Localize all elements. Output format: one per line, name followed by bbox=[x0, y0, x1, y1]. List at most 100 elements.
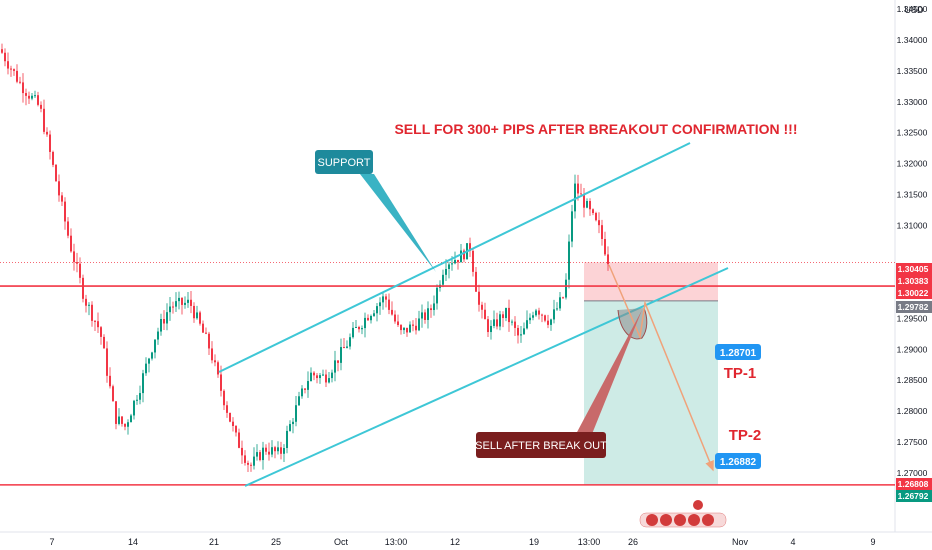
candle-body bbox=[157, 331, 159, 340]
candle-body bbox=[361, 328, 363, 330]
support-callout-box[interactable] bbox=[315, 150, 373, 174]
candle-body bbox=[223, 390, 225, 406]
candle-body bbox=[490, 325, 492, 333]
candle-body bbox=[274, 447, 276, 452]
candle-body bbox=[259, 452, 261, 461]
candle-body bbox=[283, 448, 285, 454]
candle-body bbox=[559, 297, 561, 309]
candle-body bbox=[91, 304, 93, 321]
candle-body bbox=[253, 456, 255, 466]
candle-body bbox=[235, 425, 237, 433]
candle-body bbox=[307, 381, 309, 390]
candle-body bbox=[397, 321, 399, 326]
headline-annotation[interactable]: SELL FOR 300+ PIPS AFTER BREAKOUT CONFIR… bbox=[394, 121, 797, 137]
candle-body bbox=[211, 348, 213, 361]
candle-body bbox=[481, 304, 483, 310]
candle-body bbox=[409, 324, 411, 333]
candle-body bbox=[514, 321, 516, 328]
candle-body bbox=[250, 464, 252, 466]
candle-body bbox=[145, 363, 147, 374]
time-tick-label: 19 bbox=[529, 537, 539, 547]
candle-body bbox=[577, 183, 579, 194]
price-tick-label: 1.29000 bbox=[897, 344, 928, 354]
event-markers[interactable] bbox=[639, 500, 727, 528]
candle-body bbox=[373, 313, 375, 316]
sell-callout-box[interactable] bbox=[476, 432, 606, 458]
candle-body bbox=[124, 423, 126, 427]
candle-body bbox=[130, 415, 132, 423]
candle-body bbox=[172, 306, 174, 308]
price-badges: 1.30405 1.30383 1.30022 1.29782 1.26808 1.267… bbox=[896, 263, 932, 502]
candle-body bbox=[343, 347, 345, 349]
candle-body bbox=[484, 309, 486, 320]
candle-body bbox=[520, 334, 522, 336]
candle-body bbox=[340, 347, 342, 363]
candle-body bbox=[505, 307, 507, 319]
candle-body bbox=[511, 321, 513, 323]
candle-body bbox=[184, 302, 186, 305]
candle-body bbox=[376, 306, 378, 314]
candle-body bbox=[76, 262, 78, 264]
candle-body bbox=[286, 430, 288, 449]
candle-body bbox=[112, 386, 114, 402]
candle-body bbox=[220, 374, 222, 391]
candle-body bbox=[58, 181, 60, 196]
channel-lower-line[interactable] bbox=[244, 267, 729, 487]
candle-body bbox=[565, 279, 567, 298]
horizontal-levels bbox=[0, 285, 895, 486]
candle-body bbox=[61, 195, 63, 202]
price-tick-label: 1.32000 bbox=[897, 159, 928, 169]
candle-body bbox=[370, 315, 372, 321]
price-tick-label: 1.32500 bbox=[897, 128, 928, 138]
price-badge-label: 1.26792 bbox=[898, 491, 929, 501]
candle-body bbox=[121, 416, 123, 424]
candle-body bbox=[448, 264, 450, 269]
tp2-price-label: 1.26882 bbox=[720, 457, 757, 468]
candle-body bbox=[115, 401, 117, 424]
candle-body bbox=[100, 327, 102, 337]
candle-body bbox=[394, 314, 396, 322]
tp2-price-badge[interactable] bbox=[715, 453, 761, 469]
candle-body bbox=[595, 213, 597, 221]
plot-area[interactable] bbox=[0, 0, 895, 532]
candle-body bbox=[79, 263, 81, 278]
candle-body bbox=[553, 309, 555, 320]
tp1-price-badge[interactable] bbox=[715, 344, 761, 360]
time-tick-label: 25 bbox=[271, 537, 281, 547]
price-tick-label: 1.33500 bbox=[897, 66, 928, 76]
candle-body bbox=[301, 388, 303, 397]
flag-icon bbox=[660, 514, 672, 526]
time-tick-label: 14 bbox=[128, 537, 138, 547]
candle-body bbox=[379, 302, 381, 307]
candle-body bbox=[580, 193, 582, 195]
price-tick-label: 1.27500 bbox=[897, 437, 928, 447]
candle-body bbox=[277, 447, 279, 452]
candle-body bbox=[208, 333, 210, 349]
support-callout-pointer bbox=[360, 174, 436, 272]
candle-body bbox=[163, 318, 165, 324]
price-tick-label: 1.34500 bbox=[897, 4, 928, 14]
sell-callout-pointer bbox=[576, 310, 642, 434]
candle-body bbox=[22, 82, 24, 94]
candle-body bbox=[496, 319, 498, 327]
candle-body bbox=[217, 362, 219, 375]
candle-body bbox=[601, 225, 603, 239]
candle-body bbox=[202, 323, 204, 333]
candle-body bbox=[346, 346, 348, 348]
candle-body bbox=[232, 421, 234, 426]
candle-body bbox=[139, 393, 141, 400]
candle-body bbox=[556, 308, 558, 310]
price-badge bbox=[896, 287, 932, 299]
candle-body bbox=[463, 250, 465, 260]
candle-body bbox=[85, 298, 87, 306]
channel-upper-line[interactable] bbox=[218, 142, 691, 373]
candle-body bbox=[247, 462, 249, 465]
tp1-label: TP-1 bbox=[724, 365, 757, 382]
candle-body bbox=[538, 310, 540, 315]
candle-body bbox=[226, 405, 228, 413]
candle-body bbox=[40, 104, 42, 109]
candle-body bbox=[244, 455, 246, 463]
candle-body bbox=[262, 447, 264, 461]
candle-body bbox=[289, 424, 291, 431]
